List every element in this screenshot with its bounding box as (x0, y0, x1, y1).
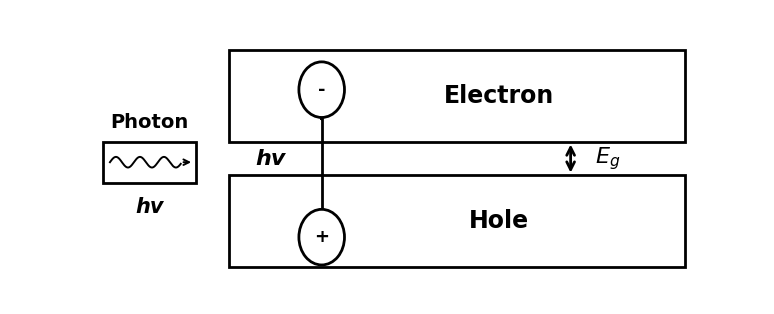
Ellipse shape (299, 62, 344, 117)
Bar (229, 176, 685, 268)
Text: +: + (314, 228, 329, 246)
Text: Hole: Hole (468, 209, 529, 233)
Text: $E_g$: $E_g$ (594, 145, 620, 172)
Ellipse shape (299, 209, 344, 265)
Bar (103, 142, 196, 183)
Text: -: - (318, 81, 325, 99)
Text: hv: hv (255, 149, 286, 169)
Bar (229, 50, 685, 142)
Text: Photon: Photon (110, 113, 188, 132)
Text: Electron: Electron (444, 84, 553, 108)
Text: hv: hv (135, 197, 163, 217)
